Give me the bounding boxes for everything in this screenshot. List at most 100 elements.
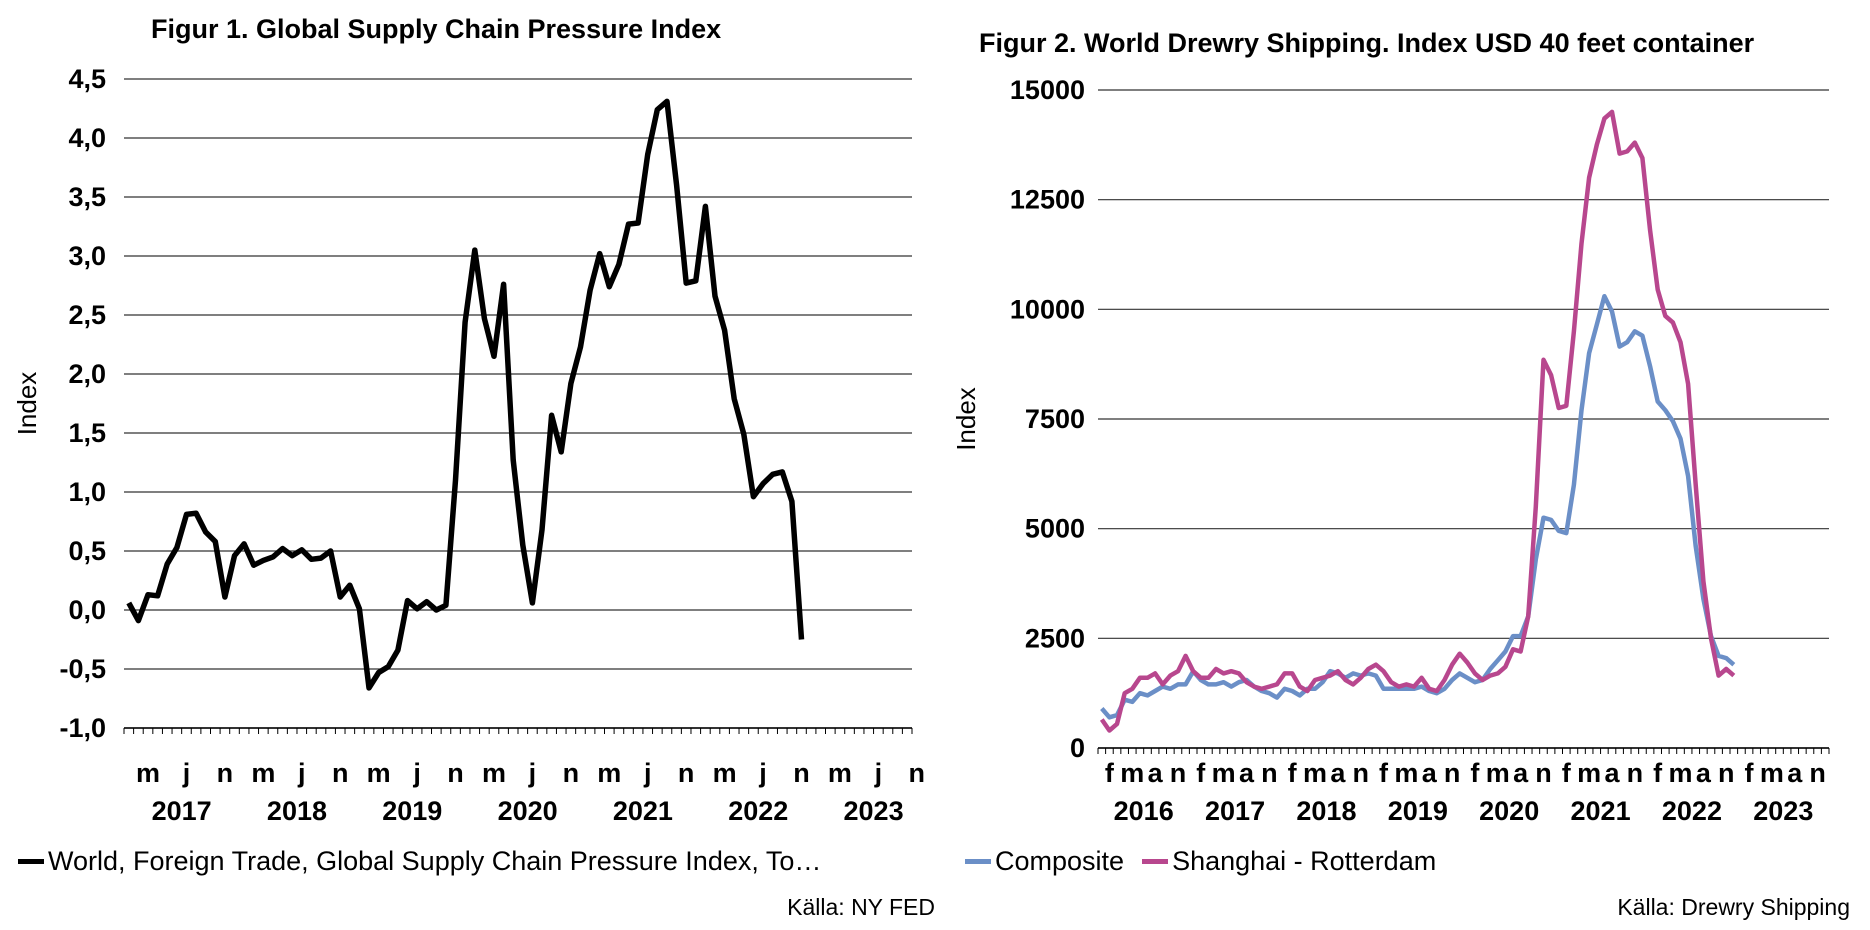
- legend-swatch: [18, 859, 44, 864]
- x-tick-label: m: [713, 758, 737, 788]
- x-tick-label: a: [1422, 758, 1438, 788]
- chart-legend: World, Foreign Trade, Global Supply Chai…: [18, 846, 839, 877]
- chart-title: Figur 2. World Drewry Shipping. Index US…: [979, 28, 1755, 58]
- x-year-label: 2017: [152, 796, 212, 826]
- x-tick-label: m: [251, 758, 275, 788]
- legend-label: Shanghai - Rotterdam: [1172, 846, 1437, 876]
- x-tick-label: a: [1696, 758, 1712, 788]
- y-tick-label: 10000: [1010, 294, 1085, 324]
- x-tick-label: a: [1513, 758, 1529, 788]
- x-tick-label: j: [182, 758, 191, 788]
- x-tick-label: a: [1330, 758, 1346, 788]
- y-tick-label: -1,0: [59, 713, 106, 743]
- x-tick-label: j: [643, 758, 652, 788]
- source-note: Källa: NY FED: [787, 894, 935, 920]
- chart-title: Figur 1. Global Supply Chain Pressure In…: [151, 14, 722, 44]
- chart-panel-shipping: Figur 2. World Drewry Shipping. Index US…: [935, 0, 1870, 930]
- x-tick-label: f: [1105, 758, 1115, 788]
- x-year-label: 2018: [1296, 796, 1356, 826]
- y-tick-label: 1,5: [68, 418, 106, 448]
- x-tick-label: n: [1444, 758, 1461, 788]
- legend-swatch: [1142, 859, 1169, 864]
- y-tick-label: 12500: [1010, 185, 1085, 215]
- x-tick-label: n: [1718, 758, 1735, 788]
- y-tick-label: 15000: [1010, 75, 1085, 105]
- x-year-label: 2019: [382, 796, 442, 826]
- x-tick-label: m: [1669, 758, 1693, 788]
- legend-label: Composite: [995, 846, 1125, 876]
- y-tick-label: 4,0: [68, 123, 106, 153]
- legend-label: World, Foreign Trade, Global Supply Chai…: [48, 846, 822, 876]
- x-tick-label: m: [828, 758, 852, 788]
- x-tick-label: m: [1120, 758, 1144, 788]
- x-year-label: 2021: [1571, 796, 1631, 826]
- x-tick-label: f: [1288, 758, 1298, 788]
- x-year-label: 2017: [1205, 796, 1265, 826]
- x-tick-label: j: [297, 758, 306, 788]
- x-year-label: 2020: [498, 796, 558, 826]
- x-tick-label: m: [1760, 758, 1784, 788]
- y-tick-label: 3,0: [68, 241, 106, 271]
- x-year-label: 2022: [1662, 796, 1722, 826]
- x-year-label: 2023: [1753, 796, 1813, 826]
- x-tick-label: m: [1577, 758, 1601, 788]
- y-axis-label: Index: [12, 372, 42, 436]
- y-axis-label: Index: [951, 387, 981, 451]
- y-tick-label: 0: [1070, 733, 1085, 763]
- x-tick-label: j: [874, 758, 883, 788]
- x-tick-label: m: [1486, 758, 1510, 788]
- x-tick-label: n: [1535, 758, 1552, 788]
- x-tick-label: m: [1212, 758, 1236, 788]
- x-tick-label: j: [412, 758, 421, 788]
- chart-panel-supply-chain: Figur 1. Global Supply Chain Pressure In…: [12, 14, 935, 920]
- y-tick-label: 4,5: [68, 64, 106, 94]
- y-tick-label: 2,5: [68, 300, 106, 330]
- source-note: Källa: Drewry Shipping: [1617, 894, 1850, 920]
- x-year-label: 2020: [1479, 796, 1539, 826]
- legend-item-shanghai: Shanghai - Rotterdam: [1142, 846, 1436, 877]
- x-tick-label: m: [1303, 758, 1327, 788]
- x-tick-label: n: [793, 758, 810, 788]
- legend-item-composite: Composite: [965, 846, 1124, 877]
- x-tick-label: a: [1148, 758, 1164, 788]
- series-line-1: [1099, 109, 1736, 733]
- legend-swatch: [965, 859, 991, 864]
- x-tick-label: a: [1239, 758, 1255, 788]
- y-tick-label: 1,0: [68, 477, 106, 507]
- y-tick-label: 7500: [1025, 404, 1085, 434]
- y-tick-label: 0,5: [68, 536, 106, 566]
- x-tick-label: n: [909, 758, 926, 788]
- x-year-label: 2023: [844, 796, 904, 826]
- x-tick-label: m: [136, 758, 160, 788]
- x-tick-label: n: [1170, 758, 1187, 788]
- chart-plot: 4,54,03,53,02,52,01,51,00,50,0-0,5-1,0m j…: [12, 64, 926, 826]
- x-tick-label: n: [1809, 758, 1826, 788]
- series-line-0: [1100, 293, 1736, 720]
- x-tick-label: n: [1627, 758, 1644, 788]
- x-tick-label: n: [678, 758, 695, 788]
- y-tick-label: 0,0: [68, 595, 106, 625]
- series-line-0: [126, 98, 805, 691]
- x-tick-label: a: [1787, 758, 1803, 788]
- y-tick-label: -0,5: [59, 654, 106, 684]
- x-tick-label: j: [528, 758, 537, 788]
- x-tick-label: f: [1562, 758, 1572, 788]
- x-year-label: 2019: [1388, 796, 1448, 826]
- x-tick-label: n: [1352, 758, 1369, 788]
- x-year-label: 2021: [613, 796, 673, 826]
- x-tick-label: f: [1379, 758, 1389, 788]
- y-tick-label: 2,0: [68, 359, 106, 389]
- chart-legend: Composite Shanghai - Rotterdam: [965, 846, 1454, 877]
- y-tick-label: 2500: [1025, 623, 1085, 653]
- x-tick-label: m: [597, 758, 621, 788]
- x-year-label: 2018: [267, 796, 327, 826]
- x-tick-label: a: [1604, 758, 1620, 788]
- legend-item: World, Foreign Trade, Global Supply Chai…: [18, 846, 821, 877]
- x-tick-label: n: [1261, 758, 1278, 788]
- x-tick-label: f: [1745, 758, 1755, 788]
- x-tick-label: j: [758, 758, 767, 788]
- x-tick-label: n: [332, 758, 349, 788]
- x-tick-label: n: [563, 758, 580, 788]
- y-tick-label: 5000: [1025, 514, 1085, 544]
